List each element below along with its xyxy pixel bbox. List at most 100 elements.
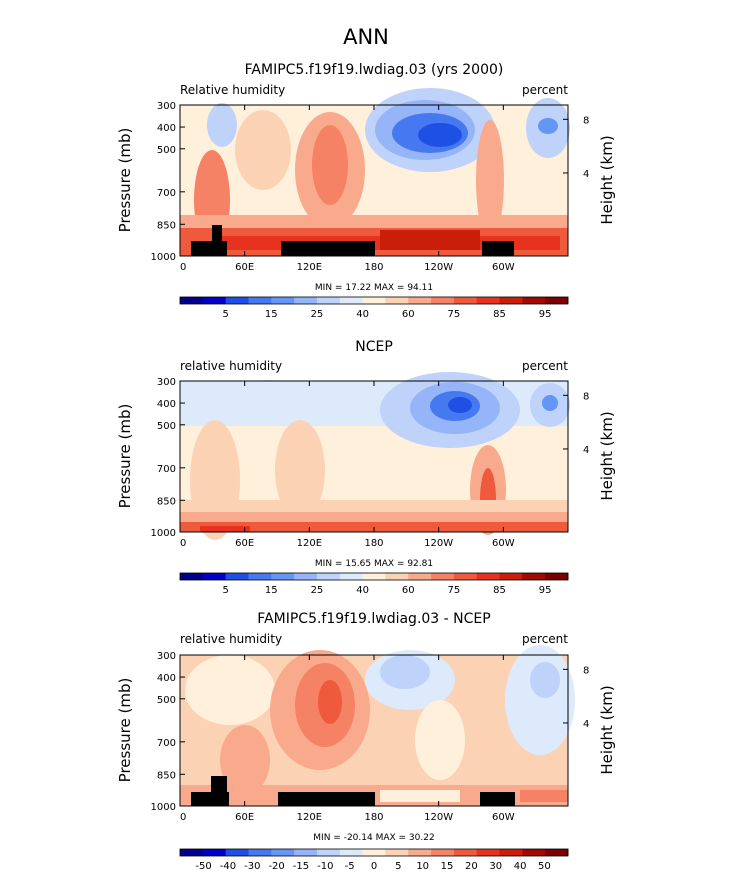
y-tick-label: 700 xyxy=(157,738,176,749)
colorbar-swatch xyxy=(431,849,455,856)
x-tick-label: 180 xyxy=(364,262,383,273)
panel-1-colorbar: 5 15 25 40 60 75 85 95 xyxy=(179,296,569,320)
colorbar-swatch xyxy=(271,297,295,304)
colorbar-swatch xyxy=(316,573,341,580)
panel-1-topography xyxy=(191,225,514,256)
colorbar-swatch xyxy=(431,297,455,304)
colorbar-label: 0 xyxy=(371,861,377,872)
y-tick-label: 500 xyxy=(157,695,176,706)
colorbar-swatch xyxy=(248,297,272,304)
colorbar-label: 85 xyxy=(493,309,506,320)
colorbar-swatch xyxy=(271,573,295,580)
panel-2-colorbar: 5 15 25 40 60 75 85 95 xyxy=(179,572,569,596)
y-tick-label: 400 xyxy=(157,123,176,134)
y-tick-label: 400 xyxy=(157,673,176,684)
colorbar-swatch xyxy=(362,297,386,304)
panel-3-right-label: percent xyxy=(522,632,568,646)
colorbar-label: 30 xyxy=(489,861,502,872)
y-tick-label: 400 xyxy=(157,399,176,410)
x-tick-label: 120E xyxy=(297,262,322,273)
colorbar-swatch xyxy=(225,849,249,856)
colorbar-label: 75 xyxy=(448,585,461,596)
panel-1-title: FAMIPC5.f19f19.lwdiag.03 (yrs 2000) xyxy=(245,62,504,78)
x-tick-label: 60E xyxy=(235,262,254,273)
x-tick-label: 0 xyxy=(180,538,186,549)
panel-3-topography xyxy=(191,776,515,806)
colorbar-label: 40 xyxy=(356,309,369,320)
colorbar-swatch xyxy=(453,297,478,304)
panel-1-axes: 0 60E 120E 180 120W 60W 300 400 500 700 850 1000 8 4 xyxy=(151,101,590,273)
x-tick-label: 60E xyxy=(235,812,254,823)
colorbar-swatch xyxy=(316,849,341,856)
x-tick-label: 180 xyxy=(364,812,383,823)
colorbar-swatch xyxy=(180,297,204,304)
colorbar-label: 50 xyxy=(538,861,551,872)
y-tick-label: 1000 xyxy=(151,528,176,539)
panel-1-stats: MIN = 17.22 MAX = 94.11 xyxy=(315,283,433,293)
panel-1-left-label: Relative humidity xyxy=(180,83,285,97)
colorbar-swatch xyxy=(385,297,409,304)
panel-3-stats: MIN = -20.14 MAX = 30.22 xyxy=(313,833,434,843)
colorbar-label: 75 xyxy=(448,309,461,320)
colorbar-swatch xyxy=(522,849,546,856)
colorbar-swatch xyxy=(294,849,318,856)
y-tick-label: 700 xyxy=(157,464,176,475)
colorbar-swatch xyxy=(362,573,386,580)
panel-1-ylabel: Pressure (mb) xyxy=(116,128,134,233)
colorbar-label: 15 xyxy=(265,585,278,596)
panel-3-ylabel-right: Height (km) xyxy=(598,685,616,774)
colorbar-label: 5 xyxy=(222,309,228,320)
y-tick-label: 300 xyxy=(157,651,176,662)
colorbar-label: -20 xyxy=(268,861,284,872)
colorbar-swatch xyxy=(339,297,363,304)
x-tick-label: 120E xyxy=(297,812,322,823)
x-tick-label: 0 xyxy=(180,812,186,823)
panel-2-title: NCEP xyxy=(355,339,393,355)
x-tick-label: 60W xyxy=(492,812,515,823)
panel-2-plot xyxy=(180,372,570,540)
colorbar-swatch xyxy=(499,849,523,856)
colorbar-label: 10 xyxy=(416,861,429,872)
x-tick-label: 60W xyxy=(492,262,515,273)
colorbar-label: -10 xyxy=(317,861,333,872)
colorbar-frame xyxy=(179,296,569,305)
colorbar-swatch xyxy=(408,849,432,856)
colorbar-swatch xyxy=(225,573,249,580)
colorbar-label: -30 xyxy=(244,861,260,872)
page-title: ANN xyxy=(343,25,389,49)
y-right-tick-label: 4 xyxy=(583,169,589,180)
colorbar-label: 85 xyxy=(493,585,506,596)
panel-1-ylabel-right: Height (km) xyxy=(598,135,616,224)
panel-1: FAMIPC5.f19f19.lwdiag.03 (yrs 2000) Rela… xyxy=(116,62,616,320)
y-tick-label: 300 xyxy=(157,377,176,388)
panel-2-stats: MIN = 15.65 MAX = 92.81 xyxy=(315,559,433,569)
colorbar-label: 20 xyxy=(465,861,478,872)
colorbar-swatch xyxy=(499,573,523,580)
colorbar-label: 95 xyxy=(539,309,552,320)
y-right-tick-label: 8 xyxy=(583,665,589,676)
colorbar-swatch xyxy=(339,849,363,856)
x-tick-label: 0 xyxy=(180,262,186,273)
colorbar-swatch xyxy=(499,297,523,304)
colorbar-label: -50 xyxy=(195,861,211,872)
panel-2-axes: 0 60E 120E 180 120W 60W 300 400 500 700 850 1000 8 4 xyxy=(151,377,590,549)
panel-3: FAMIPC5.f19f19.lwdiag.03 - NCEP relative… xyxy=(116,611,616,872)
colorbar-swatch xyxy=(408,573,432,580)
y-right-tick-label: 4 xyxy=(583,445,589,456)
x-tick-label: 120W xyxy=(424,812,453,823)
colorbar-label: -5 xyxy=(345,861,355,872)
colorbar-swatch xyxy=(202,573,227,580)
colorbar-swatch xyxy=(476,573,500,580)
colorbar-label: 5 xyxy=(222,585,228,596)
colorbar-label: 60 xyxy=(402,309,415,320)
colorbar-swatch xyxy=(453,849,478,856)
x-tick-label: 180 xyxy=(364,538,383,549)
panel-1-plot xyxy=(180,88,570,256)
colorbar-label: -40 xyxy=(220,861,236,872)
colorbar-swatch xyxy=(339,573,363,580)
panel-2: NCEP relative humidity percent Pressure … xyxy=(116,339,616,596)
x-tick-label: 120W xyxy=(424,538,453,549)
colorbar-frame xyxy=(179,572,569,581)
colorbar-swatch xyxy=(294,573,318,580)
